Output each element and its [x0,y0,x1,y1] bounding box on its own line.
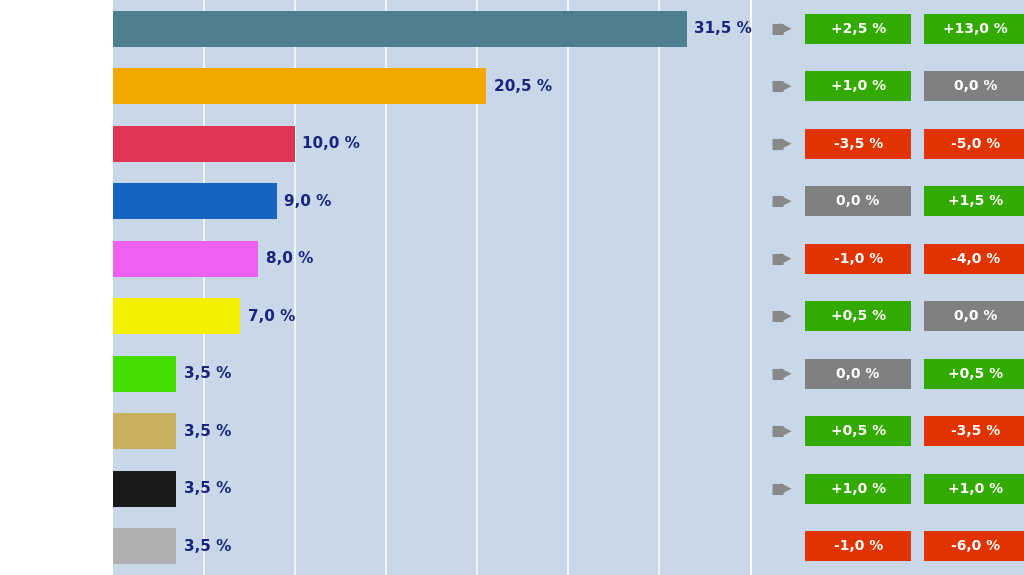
Text: -1,0 %: -1,0 % [834,539,883,553]
Text: Úsvit: Úsvit [63,424,108,439]
Bar [924,129,1024,159]
Text: -6,0 %: -6,0 % [951,539,1000,553]
Text: 0,0 %: 0,0 % [954,79,997,93]
Bar [805,71,911,101]
Text: -3,5 %: -3,5 % [951,424,1000,438]
Bar [113,126,295,162]
Text: 20,5 %: 20,5 % [494,79,552,94]
Bar [113,11,687,47]
Text: 3,5 %: 3,5 % [183,539,231,554]
Text: 3,5 %: 3,5 % [183,366,231,381]
Bar [924,416,1024,446]
Text: -1,0 %: -1,0 % [834,252,883,266]
Bar [805,14,911,44]
Bar [113,183,276,219]
Text: Zelení: Zelení [54,366,108,381]
Text: ODS: ODS [71,194,108,209]
Text: 0,0 %: 0,0 % [837,194,880,208]
Bar [805,531,911,561]
Bar [805,301,911,331]
Bar [805,244,911,274]
Text: 10,0 %: 10,0 % [302,136,360,151]
Text: +1,0 %: +1,0 % [830,482,886,496]
Text: 0,0 %: 0,0 % [837,367,880,381]
Text: 9,0 %: 9,0 % [284,194,332,209]
Bar [924,71,1024,101]
Text: 31,5 %: 31,5 % [694,21,752,36]
Text: Piráti: Piráti [60,481,108,496]
Text: +1,5 %: +1,5 % [948,194,1004,208]
Bar [805,416,911,446]
Text: -5,0 %: -5,0 % [951,137,1000,151]
Bar [113,298,241,334]
Bar [805,186,911,216]
Text: +0,5 %: +0,5 % [830,424,886,438]
Text: TOP 09: TOP 09 [46,251,108,266]
Text: ANO: ANO [70,21,108,36]
Bar [113,356,176,392]
Text: 3,5 %: 3,5 % [183,424,231,439]
Text: +13,0 %: +13,0 % [943,22,1008,36]
Bar [924,474,1024,504]
Text: KDU-ČSL: KDU-ČSL [33,309,108,324]
Bar [113,471,176,507]
Bar [924,186,1024,216]
Bar [924,244,1024,274]
Text: 3,5 %: 3,5 % [183,481,231,496]
Text: ČSSD: ČSSD [62,79,108,94]
Text: 7,0 %: 7,0 % [248,309,295,324]
Text: -3,5 %: -3,5 % [834,137,883,151]
Text: Ostatní: Ostatní [44,539,108,554]
Text: KSČM: KSČM [58,136,108,151]
Bar [805,474,911,504]
Text: -4,0 %: -4,0 % [951,252,1000,266]
Text: 8,0 %: 8,0 % [266,251,313,266]
Bar [924,359,1024,389]
Text: +1,0 %: +1,0 % [830,79,886,93]
Text: +2,5 %: +2,5 % [830,22,886,36]
Bar [924,531,1024,561]
Bar [113,68,486,104]
Bar [924,301,1024,331]
Bar [113,528,176,564]
Bar [924,14,1024,44]
Text: +1,0 %: +1,0 % [948,482,1004,496]
Bar [113,413,176,449]
Text: +0,5 %: +0,5 % [830,309,886,323]
Text: 0,0 %: 0,0 % [954,309,997,323]
Text: +0,5 %: +0,5 % [948,367,1004,381]
Bar [113,241,258,277]
Bar [805,359,911,389]
Bar [805,129,911,159]
